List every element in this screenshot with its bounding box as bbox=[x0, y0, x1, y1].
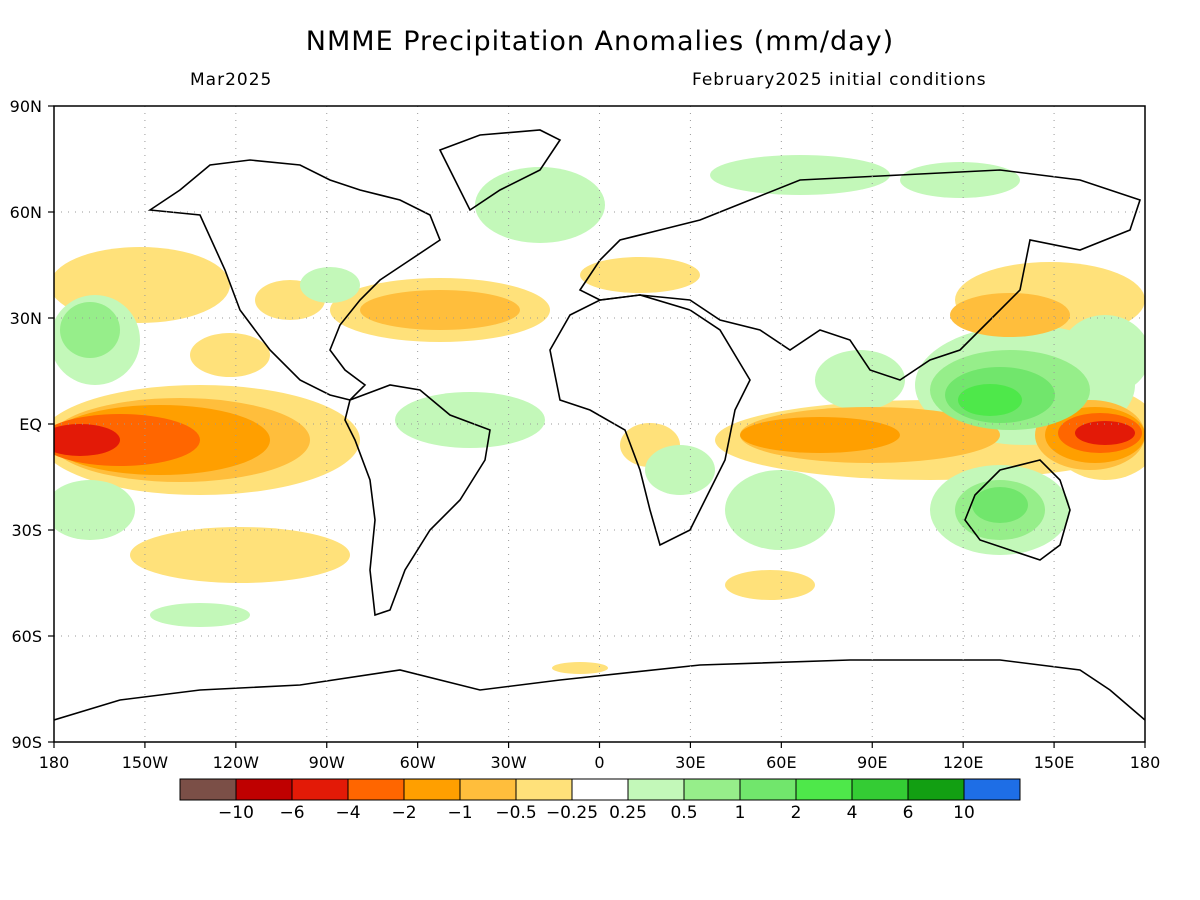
lon-label: 150E bbox=[1034, 753, 1075, 772]
graticule bbox=[54, 106, 1145, 742]
colorbar-swatch bbox=[683, 778, 741, 801]
colorbar: −10 −6 −4 −2 −1 −0.5 −0.25 0.25 0.5 1 2 4 6 10 bbox=[179, 778, 1021, 823]
lat-label: 30N bbox=[10, 309, 42, 328]
colorbar-label: −10 bbox=[218, 803, 254, 823]
lon-label: 60W bbox=[400, 753, 436, 772]
dry-extreme-regions bbox=[54, 421, 1135, 456]
lon-label: 120E bbox=[943, 753, 984, 772]
lat-label: 60S bbox=[11, 627, 42, 646]
colorbar-swatch bbox=[795, 778, 853, 801]
lon-label: 30E bbox=[675, 753, 705, 772]
colorbar-swatch bbox=[515, 778, 573, 801]
wet-very-strong-regions bbox=[958, 384, 1022, 416]
colorbar-label: 6 bbox=[903, 803, 914, 823]
lon-label: 0 bbox=[594, 753, 604, 772]
colorbar-label: −0.25 bbox=[546, 803, 598, 823]
colorbar-label: 0.25 bbox=[609, 803, 647, 823]
colorbar-swatch bbox=[851, 778, 909, 801]
lon-label: 180 bbox=[1130, 753, 1161, 772]
lat-label: 90S bbox=[11, 733, 42, 752]
lon-label: 60E bbox=[766, 753, 796, 772]
lat-label: 30S bbox=[11, 521, 42, 540]
colorbar-label: 4 bbox=[847, 803, 858, 823]
colorbar-swatch bbox=[739, 778, 797, 801]
colorbar-swatch bbox=[235, 778, 293, 801]
lat-label: 60N bbox=[10, 203, 42, 222]
colorbar-label: −1 bbox=[447, 803, 472, 823]
colorbar-label: 2 bbox=[791, 803, 802, 823]
colorbar-label: 1 bbox=[735, 803, 746, 823]
colorbar-swatch bbox=[179, 778, 237, 801]
colorbar-swatch bbox=[347, 778, 405, 801]
lon-label: 30W bbox=[490, 753, 526, 772]
anomaly-fields bbox=[54, 155, 1145, 674]
colorbar-label: −4 bbox=[335, 803, 360, 823]
lat-label: EQ bbox=[19, 415, 42, 434]
initial-conditions: February2025 initial conditions bbox=[692, 70, 987, 90]
colorbar-swatch bbox=[571, 778, 629, 801]
lon-label: 90W bbox=[309, 753, 345, 772]
lat-label: 90N bbox=[10, 97, 42, 116]
colorbar-label: 10 bbox=[953, 803, 975, 823]
lon-label: 150W bbox=[122, 753, 169, 772]
forecast-month: Mar2025 bbox=[190, 70, 273, 90]
colorbar-label: −0.5 bbox=[495, 803, 536, 823]
lon-label: 180 bbox=[39, 753, 70, 772]
coastlines bbox=[54, 129, 1145, 721]
colorbar-label: 0.5 bbox=[670, 803, 697, 823]
colorbar-swatch bbox=[403, 778, 461, 801]
colorbar-swatch bbox=[907, 778, 965, 801]
lon-label: 120W bbox=[213, 753, 260, 772]
colorbar-swatch bbox=[963, 778, 1021, 801]
colorbar-swatch bbox=[291, 778, 349, 801]
chart-title: NMME Precipitation Anomalies (mm/day) bbox=[305, 26, 895, 57]
colorbar-label: −6 bbox=[279, 803, 304, 823]
colorbar-swatch bbox=[627, 778, 685, 801]
colorbar-label: −2 bbox=[391, 803, 416, 823]
colorbar-swatch bbox=[459, 778, 517, 801]
lon-label: 90E bbox=[857, 753, 887, 772]
